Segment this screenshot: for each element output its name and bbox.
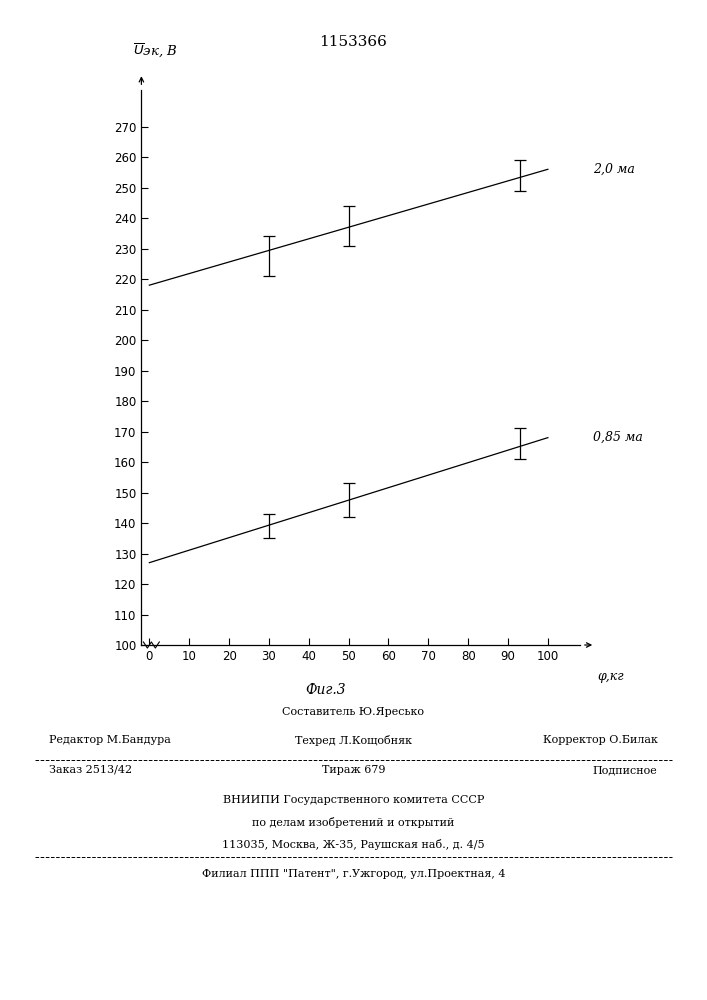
Text: по делам изобретений и открытий: по делам изобретений и открытий	[252, 817, 455, 828]
Text: $\overline{U}$эк, В: $\overline{U}$эк, В	[133, 42, 177, 59]
Text: Филиал ППП "Патент", г.Ужгород, ул.Проектная, 4: Филиал ППП "Патент", г.Ужгород, ул.Проек…	[201, 869, 506, 879]
Text: Редактор М.Бандура: Редактор М.Бандура	[49, 735, 171, 745]
Text: 0,85 мa: 0,85 мa	[593, 431, 643, 444]
Text: 2,0 мa: 2,0 мa	[593, 163, 635, 176]
Text: Корректор О.Билак: Корректор О.Билак	[543, 735, 658, 745]
Text: φ,кг: φ,кг	[597, 670, 624, 683]
Text: Тираж 679: Тираж 679	[322, 765, 385, 775]
Text: 113035, Москва, Ж-35, Раушская наб., д. 4/5: 113035, Москва, Ж-35, Раушская наб., д. …	[222, 839, 485, 850]
Text: Заказ 2513/42: Заказ 2513/42	[49, 765, 133, 775]
Text: 1153366: 1153366	[320, 35, 387, 49]
Text: ВНИИПИ Государственного комитета СССР: ВНИИПИ Государственного комитета СССР	[223, 795, 484, 805]
Text: Составитель Ю.Яресько: Составитель Ю.Яресько	[283, 707, 424, 717]
Text: Подписное: Подписное	[592, 765, 658, 775]
Text: Техред Л.Кощобняк: Техред Л.Кощобняк	[295, 735, 412, 746]
Text: Фиг.3: Фиг.3	[305, 683, 346, 697]
